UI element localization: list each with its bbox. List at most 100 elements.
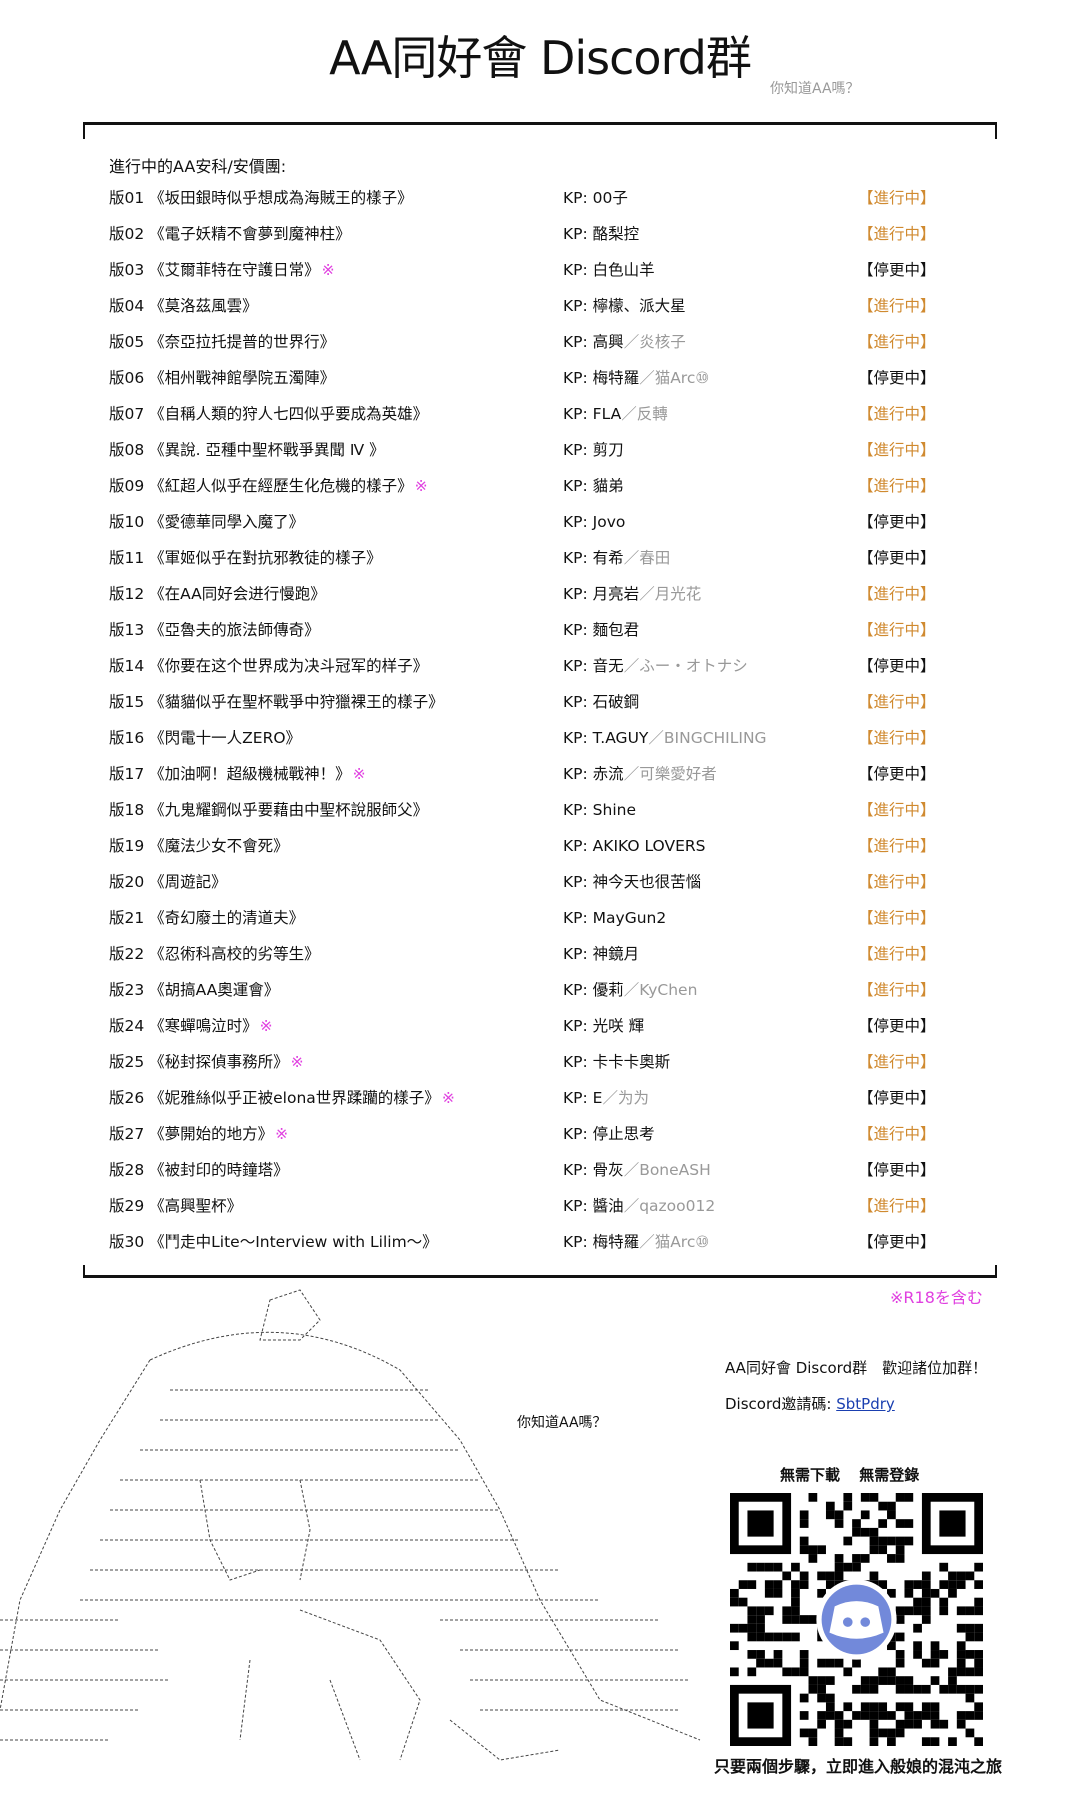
kp-name: KP: Jovo [563, 513, 626, 531]
list-item: 版11 《軍姬似乎在對抗邪教徒的樣子》 KP: 有希／春田 【停更中】 [109, 543, 989, 573]
status-badge: 【停更中】 [858, 1233, 936, 1251]
r18-mark: ※ [275, 1125, 289, 1143]
page-subtitle: 你知道AA嗎？ [770, 81, 860, 97]
list-item: 版13 《亞魯夫的旅法師傳奇》 KP: 麵包君 【進行中】 [109, 615, 989, 645]
session-title: 版17 《加油啊！超級機械戰神！》 ※ [109, 765, 366, 783]
kp-name: KP: 停止思考 [563, 1125, 655, 1143]
list-item: 版23 《胡搞AA奧運會》 KP: 優莉／KyChen 【進行中】 [109, 975, 989, 1005]
status-badge: 【進行中】 [858, 945, 936, 963]
kp-name: KP: 神鏡月 [563, 945, 640, 963]
list-item: 版17 《加油啊！超級機械戰神！》 ※ KP: 赤流／可樂愛好者 【停更中】 [109, 759, 989, 789]
invite-code-link[interactable]: SbtPdry [836, 1395, 895, 1413]
session-title: 版23 《胡搞AA奧運會》 [109, 981, 280, 999]
kp-name: KP: 00子 [563, 189, 628, 207]
session-title: 版03 《艾爾菲特在守護日常》 ※ [109, 261, 335, 279]
kp-name: KP: AKIKO LOVERS [563, 837, 706, 855]
list-item: 版16 《閃電十一人ZERO》 KP: T.AGUY／BINGCHILING 【進行… [109, 723, 989, 753]
kp-name: KP: 月亮岩／月光花 [563, 585, 702, 603]
session-title: 版19 《魔法少女不會死》 [109, 837, 289, 855]
list-item: 版21 《奇幻廢土的清道夫》 KP: MayGun2 【進行中】 [109, 903, 989, 933]
session-title: 版07 《自稱人類的狩人七四似乎要成為英雄》 [109, 405, 429, 423]
kp-name: KP: 醬油／qazoo012 [563, 1197, 716, 1215]
list-item: 版28 《被封印的時鐘塔》 KP: 骨灰／BoneASH 【停更中】 [109, 1155, 989, 1185]
list-item: 版26 《妮雅絲似乎正被elona世界蹂躪的樣子》 ※ KP: E／为为 【停更中】 [109, 1083, 989, 1113]
discord-welcome: AA同好會 Discord群 歡迎諸位加群！ [725, 1359, 988, 1377]
session-title: 版09 《紅超人似乎在經歷生化危機的樣子》 ※ [109, 477, 428, 495]
list-item: 版05 《奈亞拉托提普的世界行》 KP: 高興／炎核子 【進行中】 [109, 327, 989, 357]
page-title: AA同好會 Discord群 [329, 31, 752, 85]
session-title: 版30 《鬥走中Lite～Interview with Lilim～》 [109, 1233, 438, 1251]
status-badge: 【進行中】 [858, 729, 936, 747]
kp-name: KP: 音无／ふー・オトナシ [563, 657, 748, 675]
kp-name: KP: 梅特羅／猫Arc⑩ [563, 1233, 710, 1251]
kp-name: KP: 麵包君 [563, 621, 640, 639]
status-badge: 【進行中】 [858, 873, 936, 891]
kp-name: KP: 骨灰／BoneASH [563, 1161, 711, 1179]
qr-caption: 只要兩個步驟，立即進入般娘的混沌之旅 [714, 1757, 1003, 1776]
list-item: 版12 《在AA同好会进行慢跑》 KP: 月亮岩／月光花 【進行中】 [109, 579, 989, 609]
list-item: 版15 《貓貓似乎在聖杯戰爭中狩獵裸王的樣子》 KP: 石破鋼 【進行中】 [109, 687, 989, 717]
status-badge: 【停更中】 [858, 765, 936, 783]
invite-label: Discord邀請碼: [725, 1395, 837, 1413]
session-list-box: 進行中的AA安科/安價團: 版01 《坂田銀時似乎想成為海賊王的樣子》 KP: 0… [83, 122, 997, 1278]
list-item: 版08 《異說. 亞種中聖杯戰爭異聞 Ⅳ 》 KP: 剪刀 【進行中】 [109, 435, 989, 465]
status-badge: 【進行中】 [858, 297, 936, 315]
status-badge: 【停更中】 [858, 369, 936, 387]
kp-name: KP: 酪梨控 [563, 225, 640, 243]
kp-name: KP: 石破鋼 [563, 693, 640, 711]
status-badge: 【進行中】 [858, 981, 936, 999]
kp-name: KP: 高興／炎核子 [563, 333, 686, 351]
status-badge: 【進行中】 [858, 801, 936, 819]
list-item: 版03 《艾爾菲特在守護日常》 ※ KP: 白色山羊 【停更中】 [109, 255, 989, 285]
status-badge: 【進行中】 [858, 621, 936, 639]
session-title: 版05 《奈亞拉托提普的世界行》 [109, 333, 336, 351]
session-title: 版14 《你要在这个世界成为决斗冠军的样子》 [109, 657, 429, 675]
kp-name: KP: Shine [563, 801, 637, 819]
status-badge: 【進行中】 [858, 477, 936, 495]
session-title: 版10 《愛德華同學入魔了》 [109, 513, 305, 531]
session-title: 版25 《秘封探偵事務所》 ※ [109, 1053, 304, 1071]
status-badge: 【停更中】 [858, 1017, 936, 1035]
r18-note: ※R18を含む [890, 1288, 983, 1307]
list-item: 版07 《自稱人類的狩人七四似乎要成為英雄》 KP: FLA／反轉 【進行中】 [109, 399, 989, 429]
list-item: 版04 《莫洛茲風雲》 KP: 檸檬、派大星 【進行中】 [109, 291, 989, 321]
list-item: 版27 《夢開始的地方》 ※ KP: 停止思考 【進行中】 [109, 1119, 989, 1149]
kp-name: KP: MayGun2 [563, 909, 667, 927]
status-badge: 【停更中】 [858, 513, 936, 531]
discord-qr-code[interactable] [730, 1493, 983, 1746]
session-title: 版06 《相州戰神館學院五濁陣》 [109, 369, 336, 387]
status-badge: 【進行中】 [858, 225, 936, 243]
list-item: 版02 《電子妖精不會夢到魔神柱》 KP: 酪梨控 【進行中】 [109, 219, 989, 249]
list-item: 版14 《你要在这个世界成为决斗冠军的样子》 KP: 音无／ふー・オトナシ 【停更中… [109, 651, 989, 681]
session-title: 版08 《異說. 亞種中聖杯戰爭異聞 Ⅳ 》 [109, 441, 385, 459]
status-badge: 【停更中】 [858, 1161, 936, 1179]
list-item: 版09 《紅超人似乎在經歷生化危機的樣子》 ※ KP: 貓弟 【進行中】 [109, 471, 989, 501]
list-item: 版19 《魔法少女不會死》 KP: AKIKO LOVERS 【進行中】 [109, 831, 989, 861]
art-caption: 你知道AA嗎？ [517, 1415, 607, 1431]
r18-mark: ※ [441, 1089, 455, 1107]
discord-invite: Discord邀請碼: SbtPdry [725, 1393, 895, 1414]
list-item: 版01 《坂田銀時似乎想成為海賊王的樣子》 KP: 00子 【進行中】 [109, 183, 989, 213]
session-title: 版12 《在AA同好会进行慢跑》 [109, 585, 326, 603]
list-heading: 進行中的AA安科/安價團: [109, 157, 287, 176]
session-title: 版02 《電子妖精不會夢到魔神柱》 [109, 225, 351, 243]
r18-mark: ※ [321, 261, 335, 279]
session-title: 版28 《被封印的時鐘塔》 [109, 1161, 289, 1179]
list-item: 版18 《九鬼耀鋼似乎要藉由中聖杯說服師父》 KP: Shine 【進行中】 [109, 795, 989, 825]
kp-name: KP: T.AGUY／BINGCHILING [563, 729, 767, 747]
list-item: 版30 《鬥走中Lite～Interview with Lilim～》 KP: 梅… [109, 1227, 989, 1257]
kp-name: KP: 光咲 輝 [563, 1017, 645, 1035]
kp-name: KP: E／为为 [563, 1089, 649, 1107]
r18-mark: ※ [352, 765, 366, 783]
status-badge: 【進行中】 [858, 909, 936, 927]
kp-name: KP: FLA／反轉 [563, 405, 668, 423]
list-item: 版22 《忍術科高校的劣等生》 KP: 神鏡月 【進行中】 [109, 939, 989, 969]
status-badge: 【停更中】 [858, 657, 936, 675]
kp-name: KP: 卡卡卡奧斯 [563, 1053, 671, 1071]
session-title: 版29 《高興聖杯》 [109, 1197, 243, 1215]
session-title: 版13 《亞魯夫的旅法師傳奇》 [109, 621, 320, 639]
kp-name: KP: 貓弟 [563, 477, 624, 495]
session-title: 版15 《貓貓似乎在聖杯戰爭中狩獵裸王的樣子》 [109, 693, 444, 711]
r18-mark: ※ [414, 477, 428, 495]
no-login: 無需登錄 [859, 1466, 920, 1484]
